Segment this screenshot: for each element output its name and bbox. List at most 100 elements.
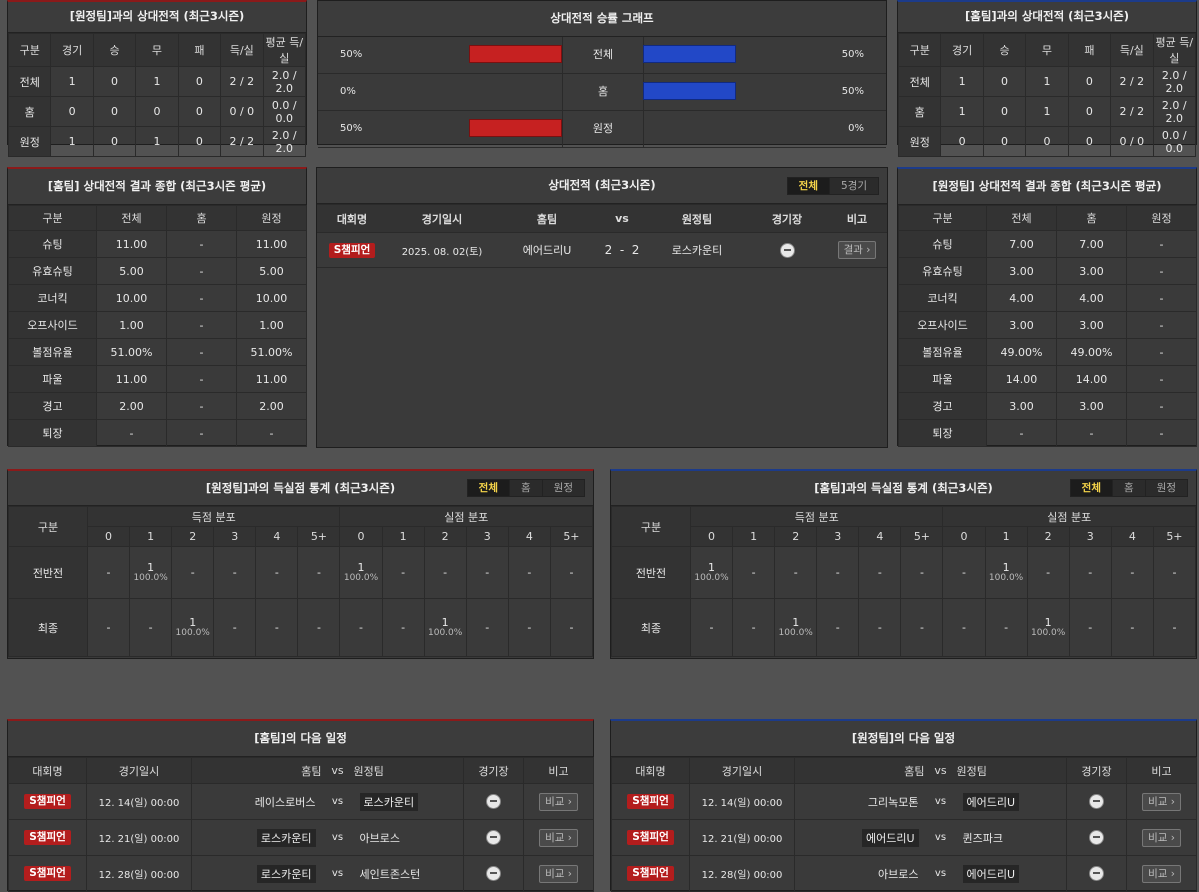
away-team-cell: 에어드리U bbox=[956, 783, 1067, 820]
tab-all[interactable]: 전체 bbox=[467, 480, 509, 496]
column-header-league: 대회명 bbox=[611, 757, 690, 784]
goal-count-header: 1 bbox=[732, 526, 776, 547]
row-label: 유효슈팅 bbox=[898, 257, 987, 285]
goal-count-header: 1 bbox=[984, 526, 1028, 547]
goal-cell: 1 100.0% bbox=[423, 598, 467, 657]
column-header: 원정 bbox=[1126, 205, 1197, 231]
goal-count: - bbox=[1046, 566, 1051, 579]
cell-value: - bbox=[1126, 311, 1197, 339]
goal-percent: 100.0% bbox=[778, 628, 813, 638]
cell-value: 11.00 bbox=[96, 230, 167, 258]
column-header-date: 경기일시 bbox=[689, 757, 795, 784]
tab-away[interactable]: 원정 bbox=[1144, 480, 1187, 496]
cell-value: 3.00 bbox=[1056, 392, 1127, 420]
goal-count: 1 bbox=[792, 616, 800, 629]
away-team-cell: 로스카운티 bbox=[353, 783, 464, 820]
cell-value: 0 bbox=[940, 126, 984, 157]
league-badge: S챔피언 bbox=[24, 866, 71, 881]
table-row: 슈팅 11.00-11.00 bbox=[8, 230, 307, 258]
row-label: 파울 bbox=[8, 365, 97, 393]
result-button[interactable]: 결과 › bbox=[837, 241, 877, 259]
table-row: 경고 3.00 3.00- bbox=[898, 392, 1197, 420]
row-label: 최종 bbox=[611, 598, 691, 657]
tab-away[interactable]: 원정 bbox=[541, 480, 584, 496]
cell-value: 0 bbox=[982, 126, 1027, 157]
cell-value: 1 bbox=[50, 126, 94, 157]
goal-count: - bbox=[485, 621, 490, 634]
column-header-away: 원정팀 bbox=[956, 757, 1067, 784]
goal-count: 1 bbox=[708, 561, 716, 574]
panel-title: [홈팀] 상대전적 결과 종합 (최근3시즌 평균) bbox=[8, 169, 306, 205]
goal-count-header: 1 bbox=[129, 526, 173, 547]
goal-count: - bbox=[751, 566, 756, 579]
goal-count: - bbox=[569, 621, 574, 634]
cell-value: 2.00 bbox=[236, 392, 307, 420]
table-row: 파울 11.00-11.00 bbox=[8, 365, 307, 393]
table-row: 코너킥 10.00-10.00 bbox=[8, 284, 307, 312]
winrate-graph-panel: 상대전적 승률 그래프 50% 50% 전체 0% 50% 홈 50% 0% 원정 bbox=[317, 0, 887, 148]
column-header: 경기 bbox=[50, 33, 94, 67]
goal-stats-right-panel: [홈팀]과의 득실점 통계 (최근3시즌) 전체 홈 원정 구분 득점 분포 실점 … bbox=[610, 469, 1197, 659]
column-header: 홈 bbox=[166, 205, 237, 231]
goal-stats-right-tabs: 전체 홈 원정 bbox=[1069, 479, 1188, 497]
goal-cell: - bbox=[1152, 546, 1197, 599]
next-home-table: 대회명 경기일시 홈팀 vs 원정팀 경기장 비고 S챔피언 12. 14(일) 00:00 레이… bbox=[8, 757, 594, 892]
graph-row-label: 원정 bbox=[562, 111, 644, 147]
goal-count-header: 4 bbox=[507, 526, 551, 547]
column-header: 평균 득/실 bbox=[1152, 33, 1197, 67]
table-row: S챔피언 12. 28(일) 00:00 아브로스 vs 에어드리U 비교 › bbox=[611, 855, 1197, 892]
table-row: 원정 0 0 0 0 0 / 0 0.0 / 0.0 bbox=[897, 126, 1197, 157]
row-label: 퇴장 bbox=[8, 419, 97, 447]
column-header-note: 비고 bbox=[1126, 757, 1197, 784]
compare-button[interactable]: 비교 › bbox=[539, 828, 578, 847]
goal-cell: - bbox=[465, 598, 509, 657]
goal-count: - bbox=[835, 566, 840, 579]
tab-5games[interactable]: 5경기 bbox=[828, 178, 878, 194]
goal-count-header: 0 bbox=[689, 526, 734, 547]
note-cell: 결과 › bbox=[827, 232, 887, 268]
cell-value: 0 / 0 bbox=[220, 96, 264, 127]
cell-value: 2 / 2 bbox=[220, 66, 264, 97]
cell-value: - bbox=[166, 392, 237, 420]
away-team: 에어드리U bbox=[962, 792, 1020, 811]
cell-value: 0 bbox=[982, 66, 1027, 97]
table-row: 볼점유율 51.00% -51.00% bbox=[8, 338, 307, 366]
compare-button[interactable]: 비교 › bbox=[539, 792, 578, 811]
compare-button[interactable]: 비교 › bbox=[539, 864, 578, 883]
compare-button[interactable]: 비교 › bbox=[1142, 792, 1181, 811]
goal-count-header: 0 bbox=[86, 526, 131, 547]
home-team-cell: 아브로스 bbox=[794, 855, 925, 892]
tab-all[interactable]: 전체 bbox=[787, 178, 829, 194]
goal-count: - bbox=[1004, 621, 1009, 634]
vs-label: vs bbox=[321, 855, 354, 892]
goal-percent: 100.0% bbox=[988, 573, 1024, 583]
ball-icon bbox=[779, 242, 795, 258]
column-header-gubun: 구분 bbox=[611, 506, 691, 547]
goal-cell: - bbox=[816, 598, 860, 657]
panel-title: 상대전적 승률 그래프 bbox=[318, 1, 886, 37]
goal-count: - bbox=[316, 621, 321, 634]
compare-button[interactable]: 비교 › bbox=[1142, 864, 1181, 883]
goal-count: - bbox=[232, 621, 237, 634]
goal-count-header: 5+ bbox=[900, 526, 944, 547]
league-cell: S챔피언 bbox=[8, 783, 87, 820]
row-label: 슈팅 bbox=[898, 230, 987, 258]
goal-count-header: 0 bbox=[339, 526, 383, 547]
league-cell: S챔피언 bbox=[611, 855, 690, 892]
column-header-scored: 득점 분포 bbox=[86, 506, 341, 527]
table-row: 코너킥 4.00 4.00- bbox=[898, 284, 1197, 312]
goal-count: - bbox=[751, 621, 756, 634]
tab-home[interactable]: 홈 bbox=[509, 480, 542, 496]
row-label: 파울 bbox=[898, 365, 987, 393]
left-percent: 50% bbox=[340, 123, 363, 134]
tab-home[interactable]: 홈 bbox=[1112, 480, 1145, 496]
goal-cell: 1 100.0% bbox=[171, 598, 215, 657]
column-header: 경기 bbox=[940, 33, 984, 67]
venue-cell bbox=[463, 855, 524, 892]
tab-all[interactable]: 전체 bbox=[1070, 480, 1112, 496]
goal-cell: - bbox=[255, 546, 299, 599]
column-header-league: 대회명 bbox=[317, 204, 387, 233]
row-label: 퇴장 bbox=[898, 419, 987, 447]
cell-value: 49.00% bbox=[986, 338, 1057, 366]
compare-button[interactable]: 비교 › bbox=[1142, 828, 1181, 847]
